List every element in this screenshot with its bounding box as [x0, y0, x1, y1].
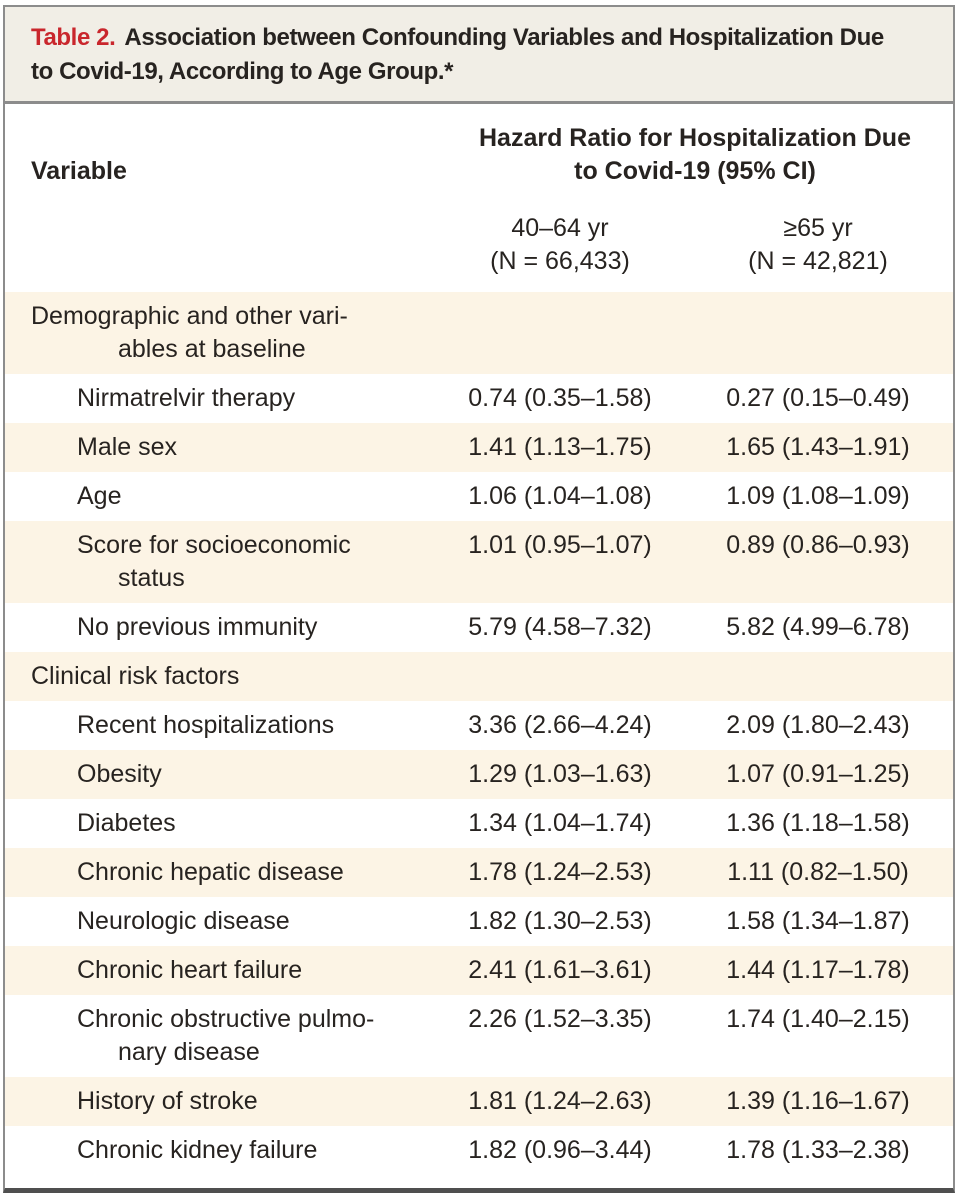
table-title-line1: Table 2. Association between Confounding …: [31, 21, 927, 55]
table-row: Diabetes 1.34 (1.04–1.74) 1.36 (1.18–1.58): [5, 799, 953, 848]
hr-40-64: 3.36 (2.66–4.24): [468, 711, 652, 739]
table-row: Obesity 1.29 (1.03–1.63) 1.07 (0.91–1.25): [5, 750, 953, 799]
hr-ge65: 1.36 (1.18–1.58): [726, 809, 910, 837]
hr-ge65: 1.58 (1.34–1.87): [726, 907, 910, 935]
hr-ge65: 1.11 (0.82–1.50): [727, 858, 909, 886]
hr-40-64: 0.74 (0.35–1.58): [468, 384, 652, 412]
subheader-spacer: [5, 212, 437, 278]
group-header-line2: to Covid-19 (95% CI): [574, 157, 816, 185]
table-row: Recent hospitalizations 3.36 (2.66–4.24) 2…: [5, 701, 953, 750]
hr-ge65: 1.44 (1.17–1.78): [726, 956, 910, 984]
hr-40-64: 1.41 (1.13–1.75): [468, 433, 652, 461]
age-range-ge65: ≥65 yr: [783, 214, 853, 242]
table-row: Nirmatrelvir therapy 0.74 (0.35–1.58) 0.27…: [5, 374, 953, 423]
table-title-block: Table 2. Association between Confounding …: [5, 7, 953, 104]
row-label: No previous immunity: [77, 613, 318, 641]
table-row: Male sex 1.41 (1.13–1.75) 1.65 (1.43–1.91): [5, 423, 953, 472]
hr-40-64: 1.81 (1.24–2.63): [468, 1087, 652, 1115]
row-label: Nirmatrelvir therapy: [77, 384, 296, 412]
n-ge65: (N = 42,821): [748, 247, 888, 275]
column-header-ge65: ≥65 yr (N = 42,821): [683, 212, 953, 278]
section-label: Clinical risk factors: [31, 662, 240, 690]
hr-ge65: 1.78 (1.33–2.38): [726, 1136, 910, 1164]
section-label: Demographic and other vari-ables at base…: [31, 302, 348, 363]
row-label: Chronic heart failure: [77, 956, 303, 984]
hr-40-64: 1.29 (1.03–1.63): [468, 760, 652, 788]
table-row: Neurologic disease 1.82 (1.30–2.53) 1.58 (…: [5, 897, 953, 946]
row-label: Male sex: [77, 433, 178, 461]
table-header: Variable Hazard Ratio for Hospitalizatio…: [5, 104, 953, 292]
table-row: No previous immunity 5.79 (4.58–7.32) 5.82…: [5, 603, 953, 652]
table-row: History of stroke 1.81 (1.24–2.63) 1.39 (1…: [5, 1077, 953, 1126]
hr-ge65: 1.39 (1.16–1.67): [726, 1087, 910, 1115]
hr-40-64: 2.41 (1.61–3.61): [468, 956, 652, 984]
hr-40-64: 1.34 (1.04–1.74): [468, 809, 652, 837]
row-label: Chronic hepatic disease: [77, 858, 344, 886]
table-body: Demographic and other vari-ables at base…: [5, 292, 953, 1188]
hr-ge65: 0.89 (0.86–0.93): [726, 531, 910, 559]
hr-40-64: 1.78 (1.24–2.53): [468, 858, 652, 886]
table-row: Score for socioeconomic status 1.01 (0.95–…: [5, 521, 953, 603]
row-label: Obesity: [77, 760, 162, 788]
table-row: Age 1.06 (1.04–1.08) 1.09 (1.08–1.09): [5, 472, 953, 521]
hr-40-64: 2.26 (1.52–3.35): [468, 1005, 652, 1033]
table-row: Chronic hepatic disease 1.78 (1.24–2.53) 1…: [5, 848, 953, 897]
row-label: Chronic kidney failure: [77, 1136, 318, 1164]
hr-ge65: 5.82 (4.99–6.78): [726, 613, 910, 641]
table-number-label: Table 2.: [31, 24, 116, 51]
row-label: Diabetes: [77, 809, 176, 837]
hr-ge65: 1.07 (0.91–1.25): [726, 760, 910, 788]
table-row: Chronic obstructive pulmo-nary disease 2.…: [5, 995, 953, 1077]
hr-ge65: 1.74 (1.40–2.15): [726, 1005, 910, 1033]
row-label: History of stroke: [77, 1087, 258, 1115]
table-card: Table 2. Association between Confounding …: [3, 5, 955, 1193]
hr-40-64: 1.01 (0.95–1.07): [468, 531, 652, 559]
hr-40-64: 1.82 (0.96–3.44): [468, 1136, 652, 1164]
hr-40-64: 1.06 (1.04–1.08): [468, 482, 652, 510]
section-header-row-0: Demographic and other vari-ables at base…: [5, 292, 953, 374]
row-label: Age: [77, 482, 122, 510]
table-title-text-line1: Association between Confounding Variable…: [124, 24, 884, 51]
hr-40-64: 5.79 (4.58–7.32): [468, 613, 652, 641]
age-range-40-64: 40–64 yr: [511, 214, 609, 242]
hr-ge65: 1.09 (1.08–1.09): [726, 482, 910, 510]
header-row-1: Variable Hazard Ratio for Hospitalizatio…: [5, 122, 953, 188]
hr-ge65: 2.09 (1.80–2.43): [726, 711, 910, 739]
column-header-40-64: 40–64 yr (N = 66,433): [437, 212, 683, 278]
table-row: Chronic kidney failure 1.82 (0.96–3.44) 1.…: [5, 1126, 953, 1188]
row-label: Neurologic disease: [77, 907, 290, 935]
row-label: Recent hospitalizations: [77, 711, 335, 739]
column-group-header: Hazard Ratio for Hospitalization Due to …: [437, 122, 953, 188]
group-header-line1: Hazard Ratio for Hospitalization Due: [479, 124, 911, 152]
row-label: Chronic obstructive pulmo-nary disease: [77, 1005, 375, 1066]
hr-40-64: 1.82 (1.30–2.53): [468, 907, 652, 935]
table-title-line2: to Covid-19, According to Age Group.*: [31, 58, 454, 85]
section-header-row-1: Clinical risk factors: [5, 652, 953, 701]
column-header-variable: Variable: [31, 157, 127, 185]
hr-ge65: 0.27 (0.15–0.49): [726, 384, 910, 412]
header-row-2: 40–64 yr (N = 66,433) ≥65 yr (N = 42,821…: [5, 212, 953, 278]
row-label: Score for socioeconomic status: [77, 531, 351, 592]
table-row: Chronic heart failure 2.41 (1.61–3.61) 1.4…: [5, 946, 953, 995]
hr-ge65: 1.65 (1.43–1.91): [726, 433, 910, 461]
n-40-64: (N = 66,433): [490, 247, 630, 275]
